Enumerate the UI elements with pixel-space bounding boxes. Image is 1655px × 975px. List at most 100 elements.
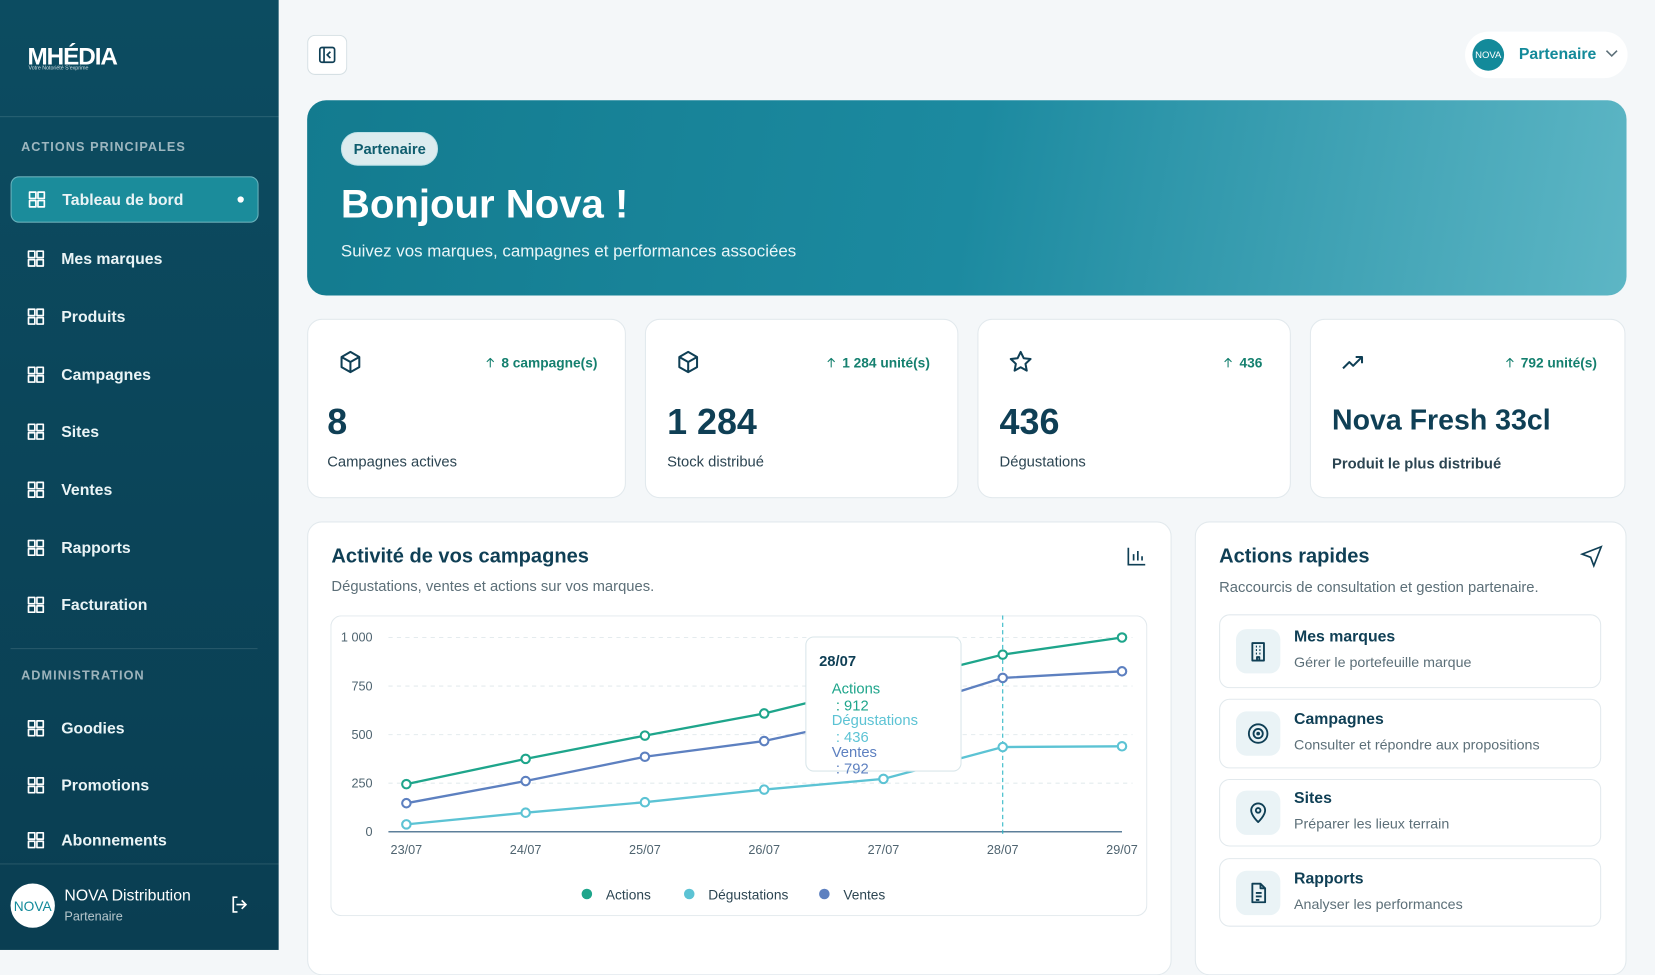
icon	[1342, 355, 1364, 370]
quick-action[interactable]: Campagnes Consulter et répondre aux propo…	[1219, 698, 1602, 769]
tooltip-separator: :	[831, 696, 845, 714]
x-tick-label: 25/07	[629, 843, 661, 857]
stat-label: Campagnes actives	[327, 452, 457, 470]
quick-actions: Actions rapides Raccourcis de consultati…	[1194, 521, 1627, 975]
nav-item[interactable]: Tableau de bord	[10, 176, 259, 223]
data-point	[997, 672, 1009, 684]
data-point	[639, 796, 651, 808]
chevron	[1605, 50, 1618, 58]
x-tick-label: 27/07	[868, 843, 900, 857]
chart-icon	[1127, 547, 1146, 566]
quick-icon	[1235, 790, 1281, 835]
nav-item[interactable]: Goodies	[11, 705, 259, 751]
nav-item[interactable]: Ventes	[11, 467, 259, 513]
stat-label: Stock distribué	[667, 452, 765, 470]
tooltip-row: Dégustations : 436	[832, 711, 918, 745]
quick-action[interactable]: Mes marques Gérer le portefeuille marque	[1219, 614, 1602, 689]
stat-value: Nova Fresh 33cl	[1332, 404, 1551, 436]
icon	[27, 481, 45, 498]
icon-shape	[1247, 723, 1269, 744]
divider	[10, 648, 258, 650]
panel-title: Actions rapides	[1219, 545, 1370, 568]
logout-button[interactable]	[230, 895, 249, 914]
icon-shape	[27, 777, 45, 794]
tooltip-value: 792	[844, 759, 869, 777]
stat-value: 8	[327, 402, 348, 443]
quick-action[interactable]: Sites Préparer les lieux terrain	[1219, 778, 1602, 847]
sidebar-toggle[interactable]	[307, 34, 348, 75]
nav-item[interactable]: Promotions	[11, 762, 259, 808]
tooltip-date: 28/07	[819, 652, 857, 670]
data-point	[878, 773, 889, 785]
legend-label: Dégustations	[708, 887, 788, 902]
icon	[27, 831, 45, 849]
data-point	[520, 753, 531, 765]
nav-label: Campagnes	[61, 365, 151, 384]
data-point	[758, 708, 770, 719]
data-point	[520, 807, 531, 818]
tooltip-value: 436	[844, 728, 869, 746]
data-point	[997, 649, 1009, 660]
trend-text: 8 campagne(s)	[501, 354, 598, 371]
nav-label: Facturation	[61, 595, 148, 614]
tooltip-series: Dégustations	[831, 711, 918, 729]
data-point	[520, 775, 531, 787]
icon	[27, 539, 45, 557]
icon	[486, 357, 495, 368]
tooltip-series: Ventes	[831, 743, 877, 760]
send-icon	[1580, 545, 1603, 568]
stat-trend: 792 unité(s)	[1503, 354, 1597, 371]
icon	[27, 596, 45, 614]
legend-swatch	[819, 888, 830, 900]
icon	[27, 308, 45, 325]
quick-title: Rapports	[1294, 869, 1364, 888]
quick-title: Campagnes	[1294, 710, 1384, 729]
nav-item[interactable]: Campagnes	[11, 351, 259, 397]
nav-item[interactable]: Sites	[11, 408, 259, 454]
chart-frame	[330, 615, 1148, 917]
quick-desc: Analyser les performances	[1294, 895, 1463, 912]
icon	[1251, 642, 1265, 662]
quick-icon	[1235, 629, 1281, 674]
section-title: ACTIONS PRINCIPALES	[21, 139, 186, 155]
icon	[340, 350, 361, 374]
hero-subtitle: Suivez vos marques, campagnes et perform…	[340, 242, 797, 261]
hero: Partenaire Bonjour Nova ! Suivez vos mar…	[307, 100, 1627, 296]
x-tick-label: 29/07	[1106, 843, 1138, 857]
line-chart: 0 250 500 750 1 000 23/07 24/07 25/07 26/07 27/07…	[330, 615, 1148, 917]
nav-item[interactable]: Rapports	[11, 525, 259, 571]
quick-action[interactable]: Rapports Analyser les performances	[1219, 858, 1602, 927]
nav-label: Ventes	[61, 480, 113, 499]
nav-item[interactable]: Abonnements	[11, 817, 259, 863]
stat-icon	[676, 349, 701, 380]
nav-label: Abonnements	[61, 831, 167, 850]
icon-shape	[27, 831, 45, 849]
trend-text: 792 unité(s)	[1520, 354, 1597, 371]
icon	[1251, 882, 1267, 903]
y-tick-label: 250	[351, 776, 372, 790]
icon	[1009, 350, 1032, 372]
icon	[678, 350, 699, 374]
hero-title: Bonjour Nova !	[340, 182, 629, 227]
legend-swatch	[581, 888, 593, 900]
stat-trend: 436	[1222, 355, 1262, 370]
quick-desc: Gérer le portefeuille marque	[1294, 654, 1472, 671]
icon	[27, 777, 45, 794]
y-tick-label: 750	[351, 679, 372, 693]
icon	[827, 357, 835, 368]
user-role: Partenaire	[64, 908, 123, 924]
divider	[0, 863, 279, 865]
icon-shape	[1250, 802, 1267, 823]
nav-item[interactable]: Produits	[11, 293, 259, 339]
icon	[28, 191, 46, 208]
icon	[1250, 802, 1267, 823]
nav-item[interactable]: Mes marques	[11, 235, 259, 281]
user-role: Partenaire	[1518, 45, 1597, 64]
stat-trend: 1 284 unité(s)	[824, 355, 930, 370]
nav-label: Promotions	[61, 776, 150, 795]
data-point	[997, 741, 1009, 753]
x-tick-label: 26/07	[748, 843, 780, 857]
stat-card: 792 unité(s) Nova Fresh 33cl Produit le pl…	[1309, 318, 1626, 499]
nav-item[interactable]: Facturation	[11, 582, 259, 628]
icon-shape	[678, 350, 699, 374]
